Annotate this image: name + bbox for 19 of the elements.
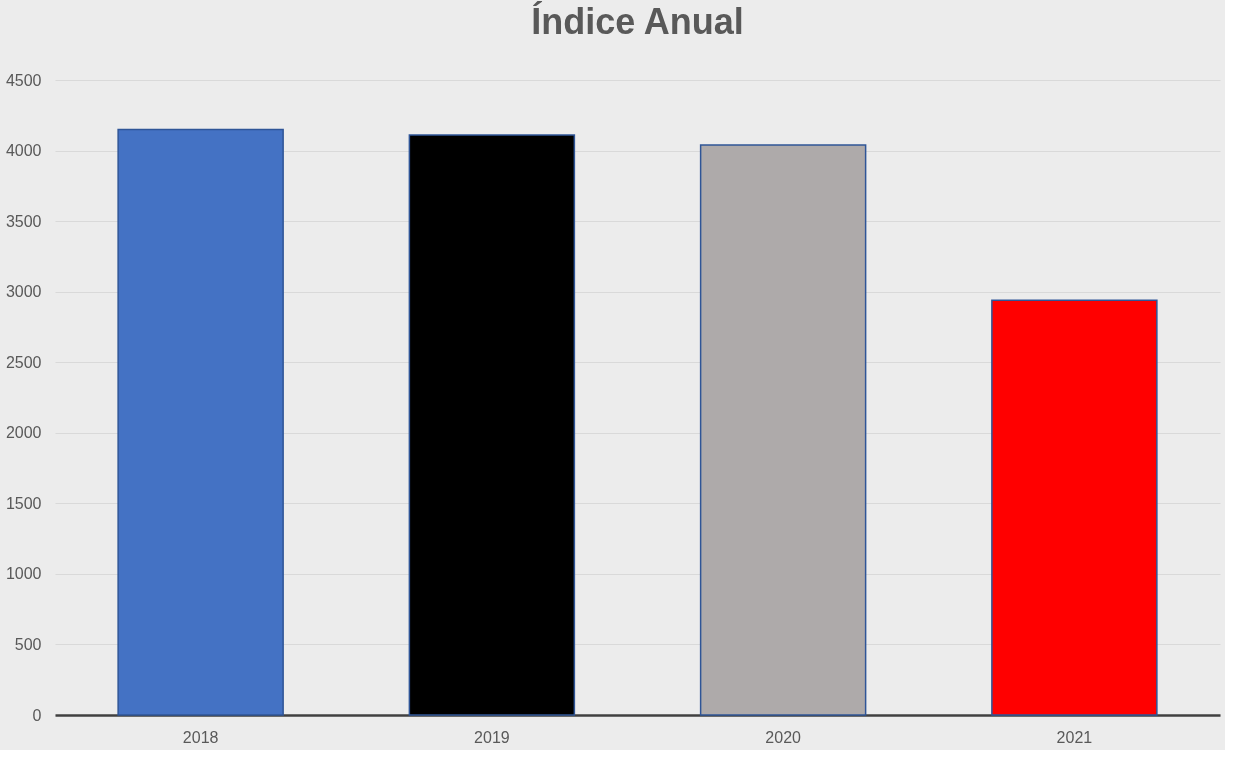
- x-tick-label: 2019: [474, 728, 510, 746]
- y-tick-label: 1000: [5, 565, 42, 583]
- chart-title: Índice Anual: [531, 1, 744, 42]
- y-tick-label: 4000: [5, 142, 42, 160]
- x-tick-label: 2021: [1056, 728, 1093, 746]
- y-tick-label: 3500: [5, 212, 42, 230]
- y-tick-label: 2500: [5, 353, 42, 371]
- bar: [408, 134, 576, 716]
- x-tick-label: 2018: [182, 728, 219, 746]
- bar: [117, 128, 284, 716]
- bar: [699, 144, 867, 716]
- y-tick-label: 1500: [5, 494, 42, 512]
- y-tick-label: 500: [14, 635, 42, 653]
- y-tick-label: 0: [32, 706, 42, 724]
- y-tick-label: 3000: [5, 283, 42, 301]
- y-tick-label: 4500: [5, 71, 42, 89]
- x-tick-label: 2020: [765, 728, 802, 746]
- y-tick-label: 2000: [5, 424, 42, 442]
- bar: [991, 299, 1158, 716]
